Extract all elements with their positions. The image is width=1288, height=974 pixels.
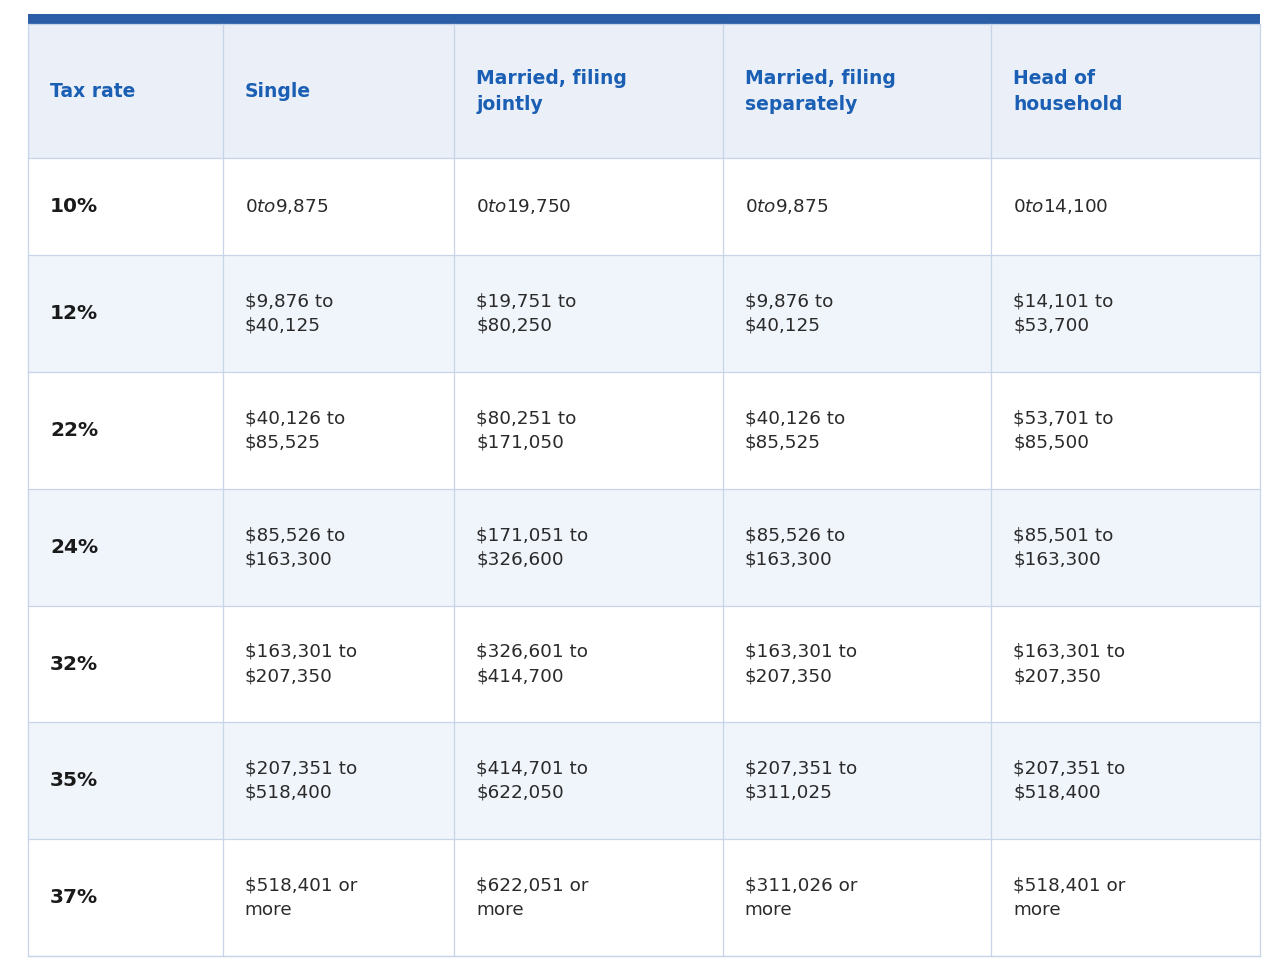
Bar [992,24,1260,159]
Text: 35%: 35% [50,771,98,790]
Bar [723,489,992,606]
Bar [223,24,455,159]
Bar [28,14,1260,24]
Text: 32%: 32% [50,655,98,674]
Text: $207,351 to
$518,400: $207,351 to $518,400 [1014,760,1126,802]
Bar [28,159,223,255]
Bar [992,159,1260,255]
Text: $163,301 to
$207,350: $163,301 to $207,350 [1014,643,1126,686]
Bar [28,372,223,489]
Text: $207,351 to
$518,400: $207,351 to $518,400 [245,760,357,802]
Text: 10%: 10% [50,198,98,216]
Text: $9,876 to
$40,125: $9,876 to $40,125 [744,292,833,335]
Bar [223,840,455,956]
Text: $85,526 to
$163,300: $85,526 to $163,300 [245,526,345,569]
Bar [723,24,992,159]
Bar [455,372,723,489]
Bar [28,489,223,606]
Bar [28,24,223,159]
Text: $518,401 or
more: $518,401 or more [1014,877,1126,918]
Bar [723,372,992,489]
Bar [455,255,723,372]
Bar [455,24,723,159]
Text: Tax rate: Tax rate [50,82,135,100]
Text: 12%: 12% [50,304,98,323]
Bar [223,723,455,840]
Text: 37%: 37% [50,888,98,907]
Text: $0 to $9,875: $0 to $9,875 [245,198,328,216]
Text: Single: Single [245,82,310,100]
Bar [455,159,723,255]
Bar [28,840,223,956]
Bar [223,372,455,489]
Bar [992,372,1260,489]
Bar [28,255,223,372]
Text: $414,701 to
$622,050: $414,701 to $622,050 [477,760,589,802]
Bar [723,723,992,840]
Text: $622,051 or
more: $622,051 or more [477,877,589,918]
Bar [455,840,723,956]
Bar [992,606,1260,723]
Bar [992,489,1260,606]
Text: $207,351 to
$311,025: $207,351 to $311,025 [744,760,857,802]
Bar [223,606,455,723]
Text: $40,126 to
$85,525: $40,126 to $85,525 [744,409,845,452]
Text: $40,126 to
$85,525: $40,126 to $85,525 [245,409,345,452]
Text: $85,526 to
$163,300: $85,526 to $163,300 [744,526,845,569]
Bar [992,723,1260,840]
Text: $518,401 or
more: $518,401 or more [245,877,357,918]
Bar [723,159,992,255]
Text: $0 to $14,100: $0 to $14,100 [1014,198,1109,216]
Bar [992,840,1260,956]
Text: $311,026 or
more: $311,026 or more [744,877,858,918]
Text: $171,051 to
$326,600: $171,051 to $326,600 [477,526,589,569]
Bar [28,606,223,723]
Text: $9,876 to
$40,125: $9,876 to $40,125 [245,292,334,335]
Bar [455,489,723,606]
Bar [455,606,723,723]
Text: $14,101 to
$53,700: $14,101 to $53,700 [1014,292,1114,335]
Bar [223,489,455,606]
Text: 22%: 22% [50,421,98,440]
Text: 24%: 24% [50,538,98,557]
Text: $0 to $19,750: $0 to $19,750 [477,198,572,216]
Text: $0 to $9,875: $0 to $9,875 [744,198,828,216]
Text: $85,501 to
$163,300: $85,501 to $163,300 [1014,526,1114,569]
Bar [455,723,723,840]
Bar [723,255,992,372]
Bar [992,255,1260,372]
Text: $53,701 to
$85,500: $53,701 to $85,500 [1014,409,1114,452]
Bar [223,159,455,255]
Text: $80,251 to
$171,050: $80,251 to $171,050 [477,409,577,452]
Bar [723,840,992,956]
Bar [723,606,992,723]
Text: $326,601 to
$414,700: $326,601 to $414,700 [477,643,589,686]
Text: $19,751 to
$80,250: $19,751 to $80,250 [477,292,577,335]
Text: $163,301 to
$207,350: $163,301 to $207,350 [744,643,857,686]
Text: Head of
household: Head of household [1014,69,1123,114]
Text: Married, filing
jointly: Married, filing jointly [477,69,627,114]
Text: Married, filing
separately: Married, filing separately [744,69,895,114]
Bar [223,255,455,372]
Bar [28,723,223,840]
Text: $163,301 to
$207,350: $163,301 to $207,350 [245,643,357,686]
